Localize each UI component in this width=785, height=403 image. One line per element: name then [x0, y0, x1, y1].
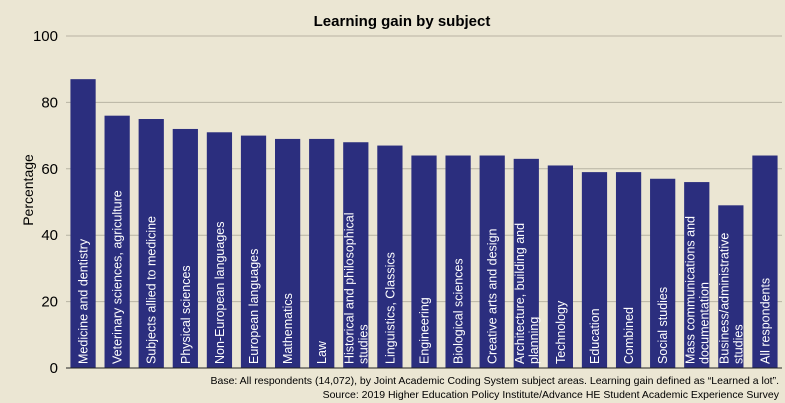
bar: [275, 138, 301, 368]
category-label: European languages: [247, 249, 261, 364]
category-label: Law: [315, 340, 329, 364]
category-label: Linguistics, Classics: [383, 252, 397, 364]
bar: [752, 155, 778, 368]
y-tick-label: 80: [41, 94, 58, 111]
category-label: Mass communications anddocumentation: [683, 216, 711, 364]
bar: [172, 128, 198, 368]
bar: [479, 155, 505, 368]
category-label: All respondents: [758, 278, 772, 364]
bar: [138, 119, 164, 368]
bar: [513, 158, 539, 368]
footnote-base: Base: All respondents (14,072), by Joint…: [210, 375, 779, 387]
category-label: Biological sciences: [452, 258, 466, 364]
y-tick-label: 40: [41, 227, 58, 244]
footnote-source: Source: 2019 Higher Education Policy Ins…: [323, 389, 780, 401]
category-label: Mathematics: [281, 293, 295, 364]
bar: [70, 79, 96, 368]
category-label: Veterinary sciences, agriculture: [111, 190, 125, 364]
bar: [411, 155, 437, 368]
bar: [309, 138, 335, 368]
category-label: Non-European languages: [213, 222, 227, 364]
bar: [104, 115, 130, 369]
category-label: Education: [588, 308, 602, 364]
bar: [445, 155, 471, 368]
y-tick-label: 100: [33, 28, 58, 45]
y-axis-label: Percentage: [20, 154, 36, 226]
bar: [615, 172, 642, 368]
bar: [718, 205, 744, 368]
category-label: Business/administrativestudies: [717, 233, 745, 364]
bar: [206, 132, 233, 368]
bar: [581, 172, 608, 368]
category-label: Combined: [622, 307, 636, 364]
category-label: Creative arts and design: [486, 228, 500, 364]
category-label: Technology: [554, 300, 568, 364]
y-axis-ticks: 0 20 40 60 80 100: [33, 28, 58, 377]
bar: [343, 142, 369, 368]
category-label: Social studies: [656, 287, 670, 364]
y-tick-label: 60: [41, 161, 58, 178]
category-label: Physical sciences: [179, 265, 193, 364]
chart-title: Learning gain by subject: [314, 13, 491, 30]
y-tick-label: 20: [41, 294, 58, 311]
category-label: Engineering: [418, 297, 432, 364]
category-label: Architecture, building andplanning: [513, 223, 541, 364]
bars: [70, 79, 778, 369]
bar: [650, 178, 676, 368]
category-label: Historical and philosophicalstudies: [342, 213, 370, 364]
category-label: Medicine and dentistry: [77, 238, 91, 364]
bar: [547, 165, 573, 368]
bar: [377, 145, 403, 368]
category-label: Subjects allied to medicine: [145, 216, 159, 364]
category-labels: Medicine and dentistry Veterinary science…: [77, 190, 773, 364]
y-tick-label: 0: [50, 360, 58, 377]
bar: [240, 135, 267, 368]
bar: [684, 182, 710, 368]
